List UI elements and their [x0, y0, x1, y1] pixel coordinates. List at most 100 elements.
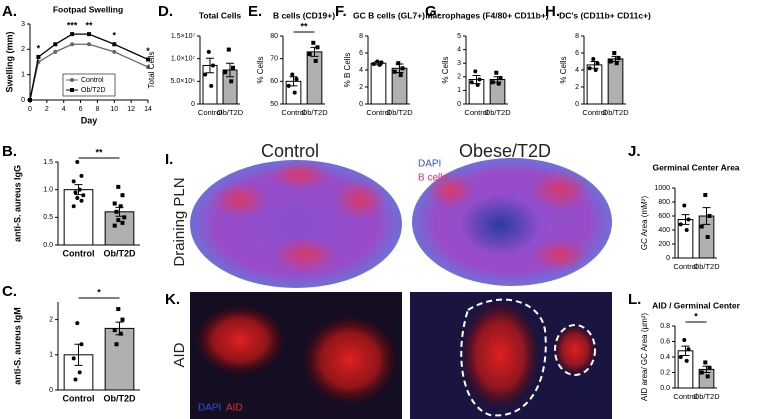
significance: * [37, 43, 41, 53]
dapi-region [460, 195, 540, 255]
x-tick-label: 0 [28, 106, 32, 113]
bar [63, 189, 94, 246]
image-title: Obese/T2D [459, 141, 551, 161]
y-tick-label: 0.0 [660, 385, 670, 392]
y-tick-label: 5 [457, 33, 461, 40]
bar [104, 211, 135, 246]
y-tick-label: 0 [666, 255, 670, 262]
x-tick-label: 4 [62, 106, 66, 113]
data-point [209, 83, 214, 88]
panel-letter: A. [2, 3, 17, 20]
y-axis-label: Total Cells [147, 52, 156, 89]
chart-title: GC B cells (GL7+) [353, 10, 425, 20]
y-tick-label: 6 [359, 50, 363, 57]
y-tick-label: 0 [359, 101, 363, 108]
point [87, 32, 91, 37]
y-axis-label: GC Area (mM²) [640, 196, 649, 251]
legend-marker [70, 78, 74, 82]
x-tick-label: Control [582, 108, 607, 117]
y-axis-label: Swelling (mm) [4, 31, 14, 92]
follicle [334, 180, 386, 220]
error-bar [289, 76, 298, 87]
y-tick-label: 2 [359, 84, 363, 91]
x-tick-label: Ob/T2D [103, 248, 136, 258]
y-tick-label: 2 [21, 46, 25, 53]
data-point [707, 365, 712, 370]
panel-letter: K. [165, 291, 180, 308]
data-point [75, 321, 80, 326]
y-tick-label: 0 [457, 101, 461, 108]
y-tick-label: 0.2 [660, 369, 670, 376]
y-tick-label: 0.5 [43, 214, 53, 221]
data-point [699, 224, 704, 229]
y-tick-label: 2 [457, 74, 461, 81]
x-tick-label: Ob/T2D [602, 108, 629, 117]
data-point [81, 193, 86, 198]
data-point [114, 342, 119, 347]
data-point [686, 217, 691, 222]
legend-label: Control [81, 77, 104, 84]
follicle [273, 237, 337, 273]
data-point [682, 337, 687, 342]
y-tick-label: 60 [270, 78, 278, 85]
data-point [684, 358, 689, 363]
significance: *** [67, 21, 78, 31]
chart-title: Germinal Center Area [652, 162, 739, 172]
data-point [498, 76, 503, 81]
legend-label: Ob/T2D [81, 87, 106, 94]
x-tick-label: Ob/T2D [386, 108, 413, 117]
data-point [616, 56, 621, 61]
panel-letter: I. [165, 151, 173, 168]
legend-marker [70, 88, 74, 92]
error-bar [702, 207, 711, 225]
data-point [116, 307, 121, 312]
y-tick-label: 70 [270, 56, 278, 63]
point [70, 42, 75, 47]
data-point [116, 184, 121, 189]
data-point [686, 347, 691, 352]
data-point [587, 66, 592, 71]
data-point [703, 193, 708, 197]
data-point [77, 187, 82, 192]
y-tick-label: 80 [270, 33, 278, 40]
data-point [684, 228, 689, 232]
data-point [206, 49, 211, 54]
data-point [118, 331, 123, 336]
x-tick-label: Ob/T2D [484, 108, 511, 117]
data-point [73, 377, 78, 382]
data-point [112, 201, 117, 206]
data-point [112, 328, 117, 333]
data-point [496, 81, 501, 86]
data-point [116, 218, 121, 223]
point [112, 42, 117, 47]
data-point [398, 73, 403, 78]
chart-title: Macrophages (F4/80+ CD11b+) [425, 10, 548, 20]
data-point [371, 62, 376, 67]
y-axis-label: % Cells [559, 56, 568, 83]
data-point [122, 215, 127, 220]
bar [104, 327, 135, 391]
data-point [699, 370, 704, 375]
gc-outline [554, 324, 596, 376]
point [112, 49, 117, 54]
data-point [608, 59, 613, 64]
x-tick-label: Ob/T2D [693, 392, 720, 401]
y-tick-label: 600 [658, 213, 670, 220]
panel-letter: E. [248, 3, 262, 20]
y-tick-label: 400 [658, 227, 670, 234]
y-tick-label: 4 [575, 67, 579, 74]
data-point [678, 222, 683, 227]
data-point [705, 374, 710, 379]
y-tick-label: 3 [457, 60, 461, 67]
y-tick-label: 4 [457, 46, 461, 53]
follicle [270, 161, 330, 189]
data-point [226, 47, 231, 52]
data-point [377, 62, 382, 67]
stain-label: DAPI [418, 159, 441, 170]
y-tick-label: 1 [49, 352, 53, 359]
data-point [392, 69, 397, 74]
error-bar [681, 214, 690, 225]
bar [607, 58, 624, 105]
y-tick-label: 0.0 [43, 242, 53, 249]
